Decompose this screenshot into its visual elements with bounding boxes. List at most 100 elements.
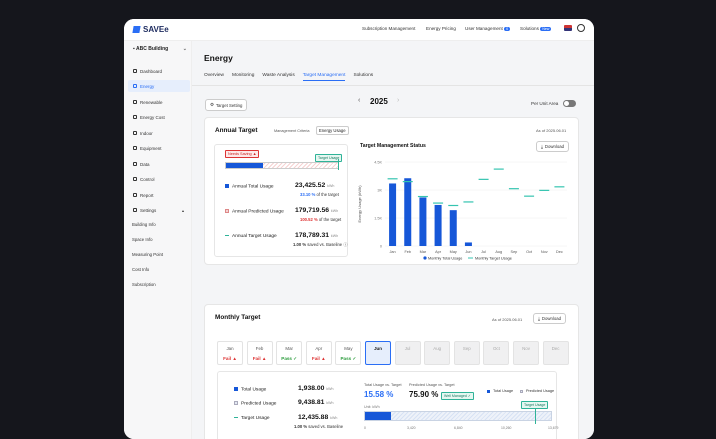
language-flag-icon[interactable] [564, 25, 572, 31]
month-sep[interactable]: Sep [453, 341, 480, 365]
month-dec[interactable]: Dec [542, 341, 569, 365]
needs-saving-tag: Needs Saving ▲ [225, 150, 260, 158]
chevron-down-icon: ⌄ [182, 46, 187, 52]
month-aug[interactable]: Aug [424, 341, 451, 365]
chevron-up-icon: ▴ [181, 207, 184, 213]
month-may[interactable]: May Pass ✓ [335, 341, 362, 365]
sidebar-item-renewable[interactable]: Renewable [128, 96, 190, 108]
month-oct[interactable]: Oct [483, 341, 510, 365]
nav-solutions[interactable]: Solutions New [520, 26, 552, 31]
sidebar-item-equipment[interactable]: Equipment [128, 142, 190, 154]
annual-total-legend: Annual Total Usage [225, 184, 335, 189]
next-year-arrow[interactable]: › [397, 97, 400, 104]
target-setting-button[interactable]: ⚙ Target Setting [205, 99, 248, 111]
month-mar[interactable]: Mar Pass ✓ [276, 341, 303, 365]
gear-icon [133, 208, 137, 212]
annual-progress-bar [225, 162, 339, 169]
sidebar-sub-measuring-point[interactable]: Measuring Point [132, 252, 164, 257]
monthly-target-marker [534, 408, 536, 424]
target-setting-label: Target Setting [215, 102, 243, 108]
energy-icon [133, 84, 137, 88]
status-download-button[interactable]: ⤓ Download [536, 141, 570, 152]
brand-logo[interactable]: SAVEe [132, 25, 169, 34]
sidebar-item-energy-cost[interactable]: Energy Cost [128, 111, 190, 123]
per-unit-area-toggle[interactable] [563, 100, 576, 107]
annual-target-card: Annual Target Management Criteria Energy… [204, 117, 579, 265]
criteria-label: Management Criteria [274, 129, 310, 133]
x-tick-label: Nov [541, 250, 548, 254]
tab-waste-analysis[interactable]: Waste Analysis [262, 73, 295, 78]
sidebar-item-dashboard[interactable]: Dashboard [128, 65, 190, 77]
monthly-legend-predicted: Predicted Usage [520, 389, 554, 393]
sidebar-item-indoor[interactable]: Indoor [128, 127, 190, 139]
month-nov[interactable]: Nov [513, 341, 539, 365]
year-label: 2025 [370, 97, 388, 106]
nav-subscription[interactable]: Subscription Management [362, 26, 416, 31]
monthly-predicted-label: Predicted Usage [241, 401, 277, 407]
sidebar-item-label: Control [140, 176, 155, 182]
x-tick-label: Feb [404, 250, 411, 254]
annual-total-pct-suffix: of the target [316, 192, 339, 197]
month-label: Nov [522, 346, 530, 351]
tab-target-management[interactable]: Target Management [302, 73, 346, 81]
control-icon [133, 177, 137, 181]
sidebar-sub-space-info[interactable]: Space Info [132, 237, 153, 242]
sidebar-item-control[interactable]: Control [128, 173, 190, 185]
sidebar-sub-subscription[interactable]: Subscription [132, 282, 156, 287]
legend-total-label: Monthly Total Usage [428, 257, 462, 261]
monthly-total-legend: Total Usage [234, 387, 344, 392]
month-apr[interactable]: Apr Fail ▲ [305, 341, 332, 365]
sidebar-sub-cost-info[interactable]: Cost Info [132, 267, 150, 272]
sidebar-sub-building-info[interactable]: Building Info [132, 222, 156, 227]
monthly-target-number: 12,435.88 [298, 414, 329, 421]
annual-summary-panel: Needs Saving ▲ Target Usage Annual Total… [214, 144, 348, 257]
tab-monitoring[interactable]: Monitoring [232, 73, 255, 78]
monthly-predicted-number: 9,438.81 [298, 399, 325, 406]
equipment-icon [133, 146, 137, 150]
tab-overview[interactable]: Overview [204, 73, 224, 78]
info-icon[interactable]: ⓘ [343, 242, 348, 247]
nav-pricing[interactable]: Energy Pricing [426, 26, 456, 31]
download-label: Download [541, 316, 562, 321]
month-jun[interactable]: Jun [365, 341, 391, 365]
well-managed-label: Well Managed [444, 394, 467, 398]
sidebar-item-settings[interactable]: Settings ▴ [128, 204, 190, 216]
annual-total-pct: 33.10 % [300, 192, 316, 197]
monthly-download-button[interactable]: ⤓ Download [533, 313, 567, 324]
sidebar-item-data[interactable]: Data [128, 158, 190, 170]
month-label: May [344, 346, 353, 351]
prev-year-arrow[interactable]: ‹ [358, 97, 361, 104]
x-tick-label: Oct [526, 250, 533, 254]
sidebar-item-label: Indoor [140, 130, 153, 136]
user-icon[interactable] [577, 24, 585, 32]
sidebar-item-report[interactable]: Report [128, 189, 190, 201]
building-selector[interactable]: ▪ ABC Building ⌄ [133, 46, 187, 52]
sidebar-item-energy[interactable]: Energy [128, 80, 190, 92]
criteria-value-chip[interactable]: Energy Usage [316, 126, 349, 135]
x-tick-label: Aug [495, 250, 502, 254]
unit-label: kWh [330, 416, 338, 420]
sidebar-item-label: Equipment [140, 145, 162, 151]
tab-solutions[interactable]: Solutions [353, 73, 374, 78]
x-tick-label: Jul [481, 250, 486, 254]
well-managed-tag: Well Managed ✓ [441, 392, 474, 400]
month-jul[interactable]: Jul [394, 341, 421, 365]
month-label: Jun [374, 346, 382, 351]
monthly-progress-fill [365, 412, 392, 420]
monthly-target-usage-tag: Target Usage [521, 401, 549, 409]
x-tick-label: Dec [556, 250, 563, 254]
month-feb[interactable]: Feb Fail ▲ [246, 341, 273, 365]
total-swatch [487, 389, 490, 393]
month-status: Fail ▲ [252, 356, 267, 361]
month-jan[interactable]: Jan Fail ▲ [217, 341, 243, 365]
sidebar: ▪ ABC Building ⌄ Dashboard Energy Renewab… [124, 41, 192, 439]
user-count-badge: 0 [504, 27, 511, 31]
sidebar-item-label: Dashboard [140, 68, 163, 74]
logo-icon [132, 26, 141, 33]
brand-name: SAVEe [143, 25, 169, 34]
predicted-swatch [520, 389, 523, 393]
annual-target-marker [338, 159, 340, 170]
unit-label: kWh [330, 234, 339, 238]
nav-user-management[interactable]: User Management 0 [465, 26, 511, 31]
target-swatch [234, 417, 238, 419]
